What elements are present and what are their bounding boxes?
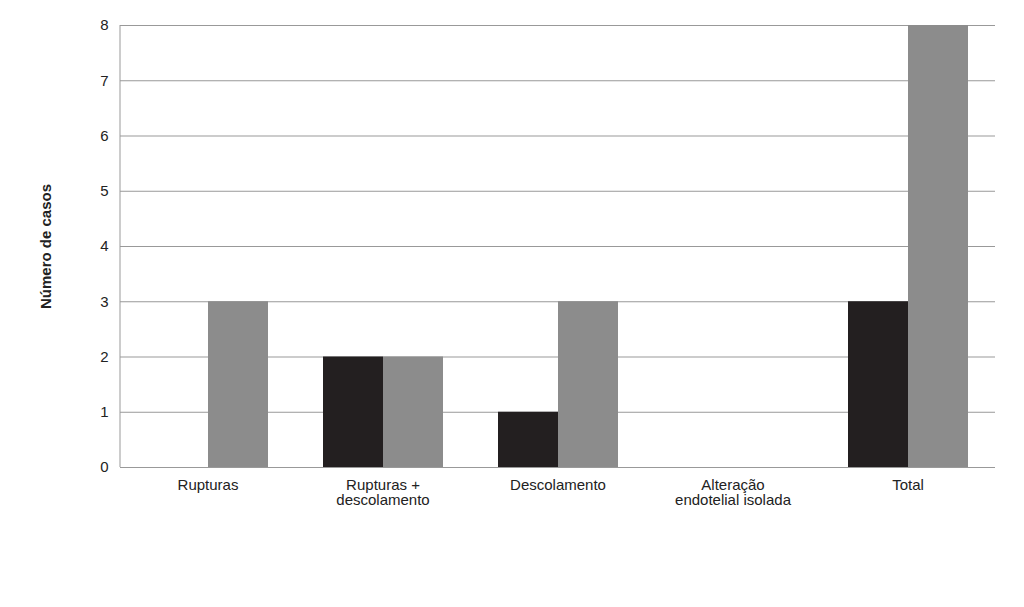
svg-text:1: 1 bbox=[100, 403, 108, 420]
svg-text:3: 3 bbox=[100, 293, 108, 310]
svg-text:6: 6 bbox=[100, 127, 108, 144]
svg-text:5: 5 bbox=[100, 182, 108, 199]
svg-text:Rupturas: Rupturas bbox=[178, 476, 239, 493]
svg-text:0: 0 bbox=[100, 458, 108, 475]
svg-text:Número de casos: Número de casos bbox=[37, 184, 54, 309]
svg-text:Total: Total bbox=[892, 476, 924, 493]
svg-text:7: 7 bbox=[100, 72, 108, 89]
svg-text:Descolamento: Descolamento bbox=[510, 476, 606, 493]
svg-text:8: 8 bbox=[100, 16, 108, 33]
svg-text:2: 2 bbox=[100, 348, 108, 365]
svg-text:Alteraçãoendotelial isolada: Alteraçãoendotelial isolada bbox=[675, 476, 792, 508]
svg-text:4: 4 bbox=[100, 237, 108, 254]
svg-text:Rupturas +descolamento: Rupturas +descolamento bbox=[336, 476, 429, 508]
